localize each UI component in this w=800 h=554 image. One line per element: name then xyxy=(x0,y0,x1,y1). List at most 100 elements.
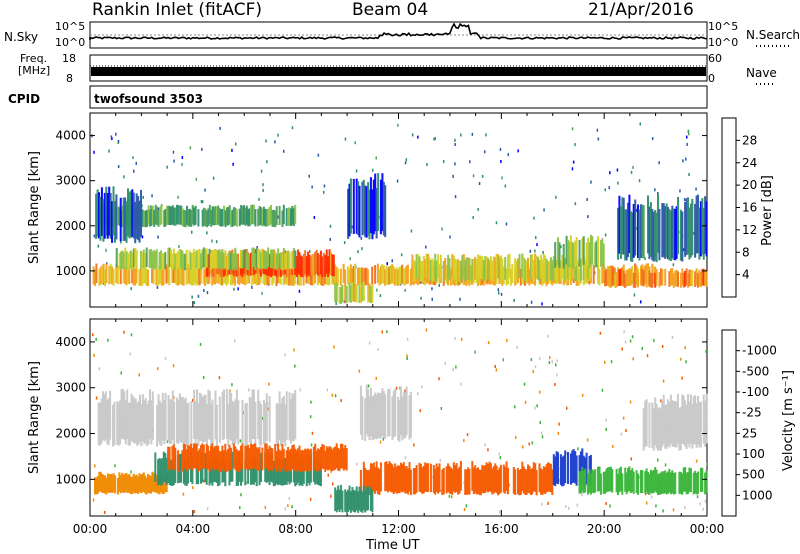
power-region-0 xyxy=(165,264,168,284)
velocity-speckle xyxy=(130,470,132,474)
power-region-2 xyxy=(122,251,125,270)
velocity-region-4 xyxy=(228,459,231,486)
power-region-5 xyxy=(412,260,415,282)
power-region-3 xyxy=(234,207,237,226)
power-region-3 xyxy=(157,209,160,227)
power-region-1 xyxy=(207,254,210,276)
power-region-0 xyxy=(132,268,135,286)
velocity-region-5 xyxy=(280,450,283,472)
velocity-region-5 xyxy=(252,443,255,469)
velocity-region-0 xyxy=(150,400,153,445)
velocity-region-5 xyxy=(177,450,180,472)
power-region-5 xyxy=(462,254,465,279)
velocity-region-8 xyxy=(617,474,620,495)
power-region-3 xyxy=(227,207,230,226)
power-region-7 xyxy=(614,273,617,288)
power-region-0 xyxy=(111,266,114,285)
power-region-0 xyxy=(104,269,107,286)
power-speckle xyxy=(206,231,208,235)
power-region-2 xyxy=(120,251,123,270)
power-region-0 xyxy=(325,266,328,285)
power-region-0 xyxy=(251,268,254,286)
power-region-0 xyxy=(94,269,97,286)
velocity-region-0 xyxy=(231,401,234,445)
power-region-7 xyxy=(632,272,635,288)
velocity-region-8 xyxy=(628,466,631,492)
velocity-speckle xyxy=(202,375,205,379)
velocity-region-0 xyxy=(282,396,285,443)
power-region-5 xyxy=(551,260,554,282)
velocity-region-0 xyxy=(275,403,278,446)
power-region-3 xyxy=(154,204,157,225)
x-tick-label: 00:00 xyxy=(73,522,108,536)
velocity-region-4 xyxy=(308,459,311,486)
power-speckle xyxy=(687,129,690,133)
power-region-4 xyxy=(128,192,131,239)
velocity-region-6 xyxy=(397,465,400,493)
velocity-region-1 xyxy=(372,395,375,440)
power-speckle xyxy=(481,174,484,178)
velocity-speckle xyxy=(524,400,527,404)
power-region-10 xyxy=(371,284,374,303)
power-region-2 xyxy=(275,253,278,270)
power-region-2 xyxy=(264,250,267,269)
velocity-region-1 xyxy=(371,396,374,441)
power-region-3 xyxy=(203,207,206,226)
velocity-region-8 xyxy=(688,467,691,492)
power-region-0 xyxy=(365,267,368,286)
power-region-2 xyxy=(220,251,223,270)
velocity-region-5 xyxy=(167,446,170,470)
power-region-4 xyxy=(131,189,134,237)
power-region-2 xyxy=(132,248,135,268)
velocity-region-6 xyxy=(549,463,552,493)
velocity-speckle xyxy=(284,353,286,357)
velocity-region-3 xyxy=(122,474,125,493)
power-region-7 xyxy=(645,272,648,288)
velocity-region-9 xyxy=(337,485,340,510)
power-region-3 xyxy=(265,209,268,227)
power-region-2 xyxy=(214,249,217,268)
power-region-2 xyxy=(218,249,221,268)
velocity-speckle xyxy=(264,506,267,509)
velocity-region-0 xyxy=(171,390,174,440)
power-region-7 xyxy=(659,268,662,286)
velocity-region-5 xyxy=(308,450,311,472)
velocity-region-6 xyxy=(367,470,370,496)
velocity-speckle xyxy=(406,354,408,358)
velocity-speckle xyxy=(696,495,699,499)
freq-trace xyxy=(91,67,706,76)
velocity-region-5 xyxy=(222,450,225,472)
power-region-6 xyxy=(575,237,578,266)
power-region-2 xyxy=(191,252,194,270)
velocity-region-5 xyxy=(197,450,200,472)
velocity-region-6 xyxy=(398,465,401,494)
power-region-10 xyxy=(341,284,344,303)
velocity-region-7 xyxy=(581,448,584,483)
velocity-region-6 xyxy=(467,467,470,494)
power-region-8 xyxy=(621,197,624,255)
velocity-region-5 xyxy=(300,450,303,472)
power-region-4 xyxy=(106,193,109,239)
velocity-speckle xyxy=(114,464,116,468)
velocity-region-9 xyxy=(349,491,352,513)
power-region-1 xyxy=(319,250,322,275)
power-region-3 xyxy=(167,205,170,225)
power-region-2 xyxy=(170,249,173,269)
velocity-region-0 xyxy=(221,391,224,441)
power-speckle xyxy=(142,195,144,199)
power-region-0 xyxy=(402,268,405,286)
power-region-0 xyxy=(399,266,402,285)
power-region-4 xyxy=(135,193,138,239)
velocity-speckle xyxy=(630,457,632,461)
power-speckle xyxy=(504,184,507,188)
power-region-0 xyxy=(185,266,188,285)
power-region-0 xyxy=(119,265,122,285)
power-region-0 xyxy=(652,266,655,285)
power-speckle xyxy=(438,283,440,287)
power-region-3 xyxy=(218,208,221,227)
velocity-region-0 xyxy=(97,402,100,446)
velocity-region-6 xyxy=(399,462,402,492)
velocity-region-5 xyxy=(200,445,203,470)
power-region-1 xyxy=(318,254,321,277)
velocity-colorbar-tick-label: 1000 xyxy=(742,488,773,502)
